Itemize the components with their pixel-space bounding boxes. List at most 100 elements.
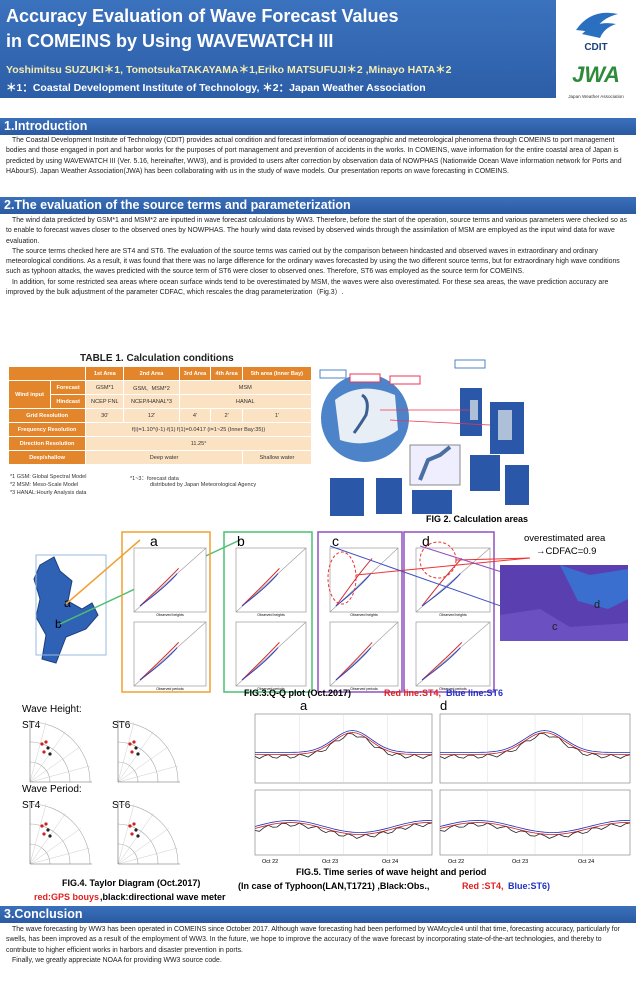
map-label: c: [552, 621, 558, 633]
panel-label: b: [237, 533, 245, 549]
axis-label: Observed heights: [156, 613, 184, 617]
taylor-label: Wave Period:: [22, 784, 82, 795]
taylor-arc: [30, 762, 50, 782]
legend-note: Blue line:ST6: [446, 688, 503, 698]
legend-note: Blue:ST6): [508, 881, 550, 891]
figure-caption: FIG.5. Time series of wave height and pe…: [296, 867, 486, 877]
taylor-arc: [118, 804, 178, 864]
taylor-point: [136, 834, 139, 837]
taylor-point: [46, 746, 49, 749]
taylor-arc: [118, 824, 158, 864]
taylor-spoke: [118, 766, 178, 782]
date-label: Oct 24: [578, 859, 594, 865]
taylor-point: [128, 824, 131, 827]
taylor-point: [134, 746, 137, 749]
paragraph: In addition, for some restricted sea are…: [6, 278, 630, 299]
taylor-spoke: [30, 766, 90, 782]
panel-label: a: [300, 698, 308, 713]
annotation: →CDFAC=0.9: [536, 546, 596, 557]
legend-note: ,black:directional wave meter: [100, 892, 226, 902]
legend-note: red:GPS bouys: [34, 892, 99, 902]
axis-label: Observed periods: [350, 687, 378, 691]
date-label: Oct 22: [262, 859, 278, 865]
logo-text: CDIT: [584, 42, 607, 53]
taylor-point: [46, 828, 49, 831]
taylor-label: ST6: [112, 720, 131, 731]
logo-text: Japan Weather Association: [568, 94, 624, 99]
header: Accuracy Evaluation of Wave Forecast Val…: [0, 0, 556, 98]
taylor-spoke: [30, 848, 90, 864]
title-line: in COMEINS by Using WAVEWATCH III: [6, 31, 333, 52]
section-heading: 2.The evaluation of the source terms and…: [0, 197, 636, 214]
date-label: Oct 24: [382, 859, 398, 865]
panel-label: a: [150, 533, 158, 549]
taylor-spoke: [118, 848, 178, 864]
taylor-label: ST4: [22, 720, 41, 731]
paragraph: The wind data predicted by GSM*1 and MSM…: [6, 216, 630, 247]
section-text: The wind data predicted by GSM*1 and MSM…: [6, 216, 630, 350]
logos: CDIT JWA Japan Weather Association: [556, 0, 636, 108]
taylor-point: [40, 742, 43, 745]
calc-areas-map: [320, 360, 529, 516]
section-heading: 3.Conclusion: [0, 906, 636, 923]
figure-caption: FIG 2. Calculation areas: [426, 514, 528, 524]
taylor-spoke: [118, 731, 154, 782]
paragraph: The wave forecasting by WW3 has been ope…: [6, 925, 630, 956]
taylor-arc: [118, 722, 178, 782]
panel-label: d: [440, 698, 447, 713]
taylor-spoke: [30, 731, 66, 782]
section-text: The Coastal Development Institute of Tec…: [6, 136, 630, 194]
taylor-point: [48, 834, 51, 837]
map-label: d: [594, 599, 600, 611]
logo-mark: JWA: [572, 62, 620, 87]
axis-label: Observed periods: [156, 687, 184, 691]
figure-caption: (In case of Typhoon(LAN,T1721) ,Black:Ob…: [238, 881, 429, 891]
logo-art: CDIT JWA Japan Weather Association: [556, 0, 636, 108]
paragraph: The source terms checked here are ST4 an…: [6, 247, 630, 278]
figure-caption: FIG.4. Taylor Diagram (Oct.2017): [62, 878, 200, 888]
taylor-point: [42, 750, 45, 753]
taylor-point: [136, 752, 139, 755]
taylor-arc: [30, 824, 70, 864]
taylor-label: ST6: [112, 800, 131, 811]
taylor-point: [132, 740, 135, 743]
paragraph: Finally, we greatly appreciate NOAA for …: [6, 956, 630, 966]
taylor-point: [40, 824, 43, 827]
figures: FIG 2. Calculation areas a b Observed he…: [0, 350, 636, 906]
figure-caption: FIG.3.Q-Q plot (Oct.2017): [244, 688, 351, 698]
taylor-arc: [118, 762, 138, 782]
taylor-arc: [30, 722, 90, 782]
taylor-label: ST4: [22, 800, 41, 811]
axis-label: Observed heights: [439, 613, 467, 617]
taylor-arc: [30, 804, 90, 864]
taylor-point: [132, 822, 135, 825]
affiliations: ＊1：Coastal Development Institute of Tech…: [6, 80, 426, 95]
taylor-arc: [30, 844, 50, 864]
date-label: Oct 22: [448, 859, 464, 865]
taylor-point: [128, 742, 131, 745]
taylor-point: [44, 740, 47, 743]
section-text: The wave forecasting by WW3 has been ope…: [6, 925, 630, 1001]
paragraph: The Coastal Development Institute of Tec…: [6, 136, 630, 177]
axis-label: Observed heights: [350, 613, 378, 617]
legend-note: Red line:ST4,: [384, 688, 441, 698]
taylor-point: [44, 822, 47, 825]
title-line: Accuracy Evaluation of Wave Forecast Val…: [6, 6, 399, 27]
taylor-spoke: [30, 828, 81, 864]
taylor-point: [48, 752, 51, 755]
taylor-spoke: [118, 828, 169, 864]
taylor-label: Wave Height:: [22, 704, 82, 715]
taylor-spoke: [30, 813, 66, 864]
authors: Yoshimitsu SUZUKI＊1, TomotsukaTAKAYAMA＊1…: [6, 62, 452, 77]
legend-note: Red :ST4,: [462, 881, 504, 891]
taylor-point: [130, 750, 133, 753]
date-label: Oct 23: [512, 859, 528, 865]
date-label: Oct 23: [322, 859, 338, 865]
taylor-spoke: [118, 813, 154, 864]
section-heading: 1.Introduction: [0, 118, 636, 135]
taylor-point: [134, 828, 137, 831]
taylor-arc: [118, 742, 158, 782]
poster: Accuracy Evaluation of Wave Forecast Val…: [0, 0, 636, 1001]
taylor-arc: [118, 844, 138, 864]
annotation: overestimated area: [524, 533, 606, 544]
